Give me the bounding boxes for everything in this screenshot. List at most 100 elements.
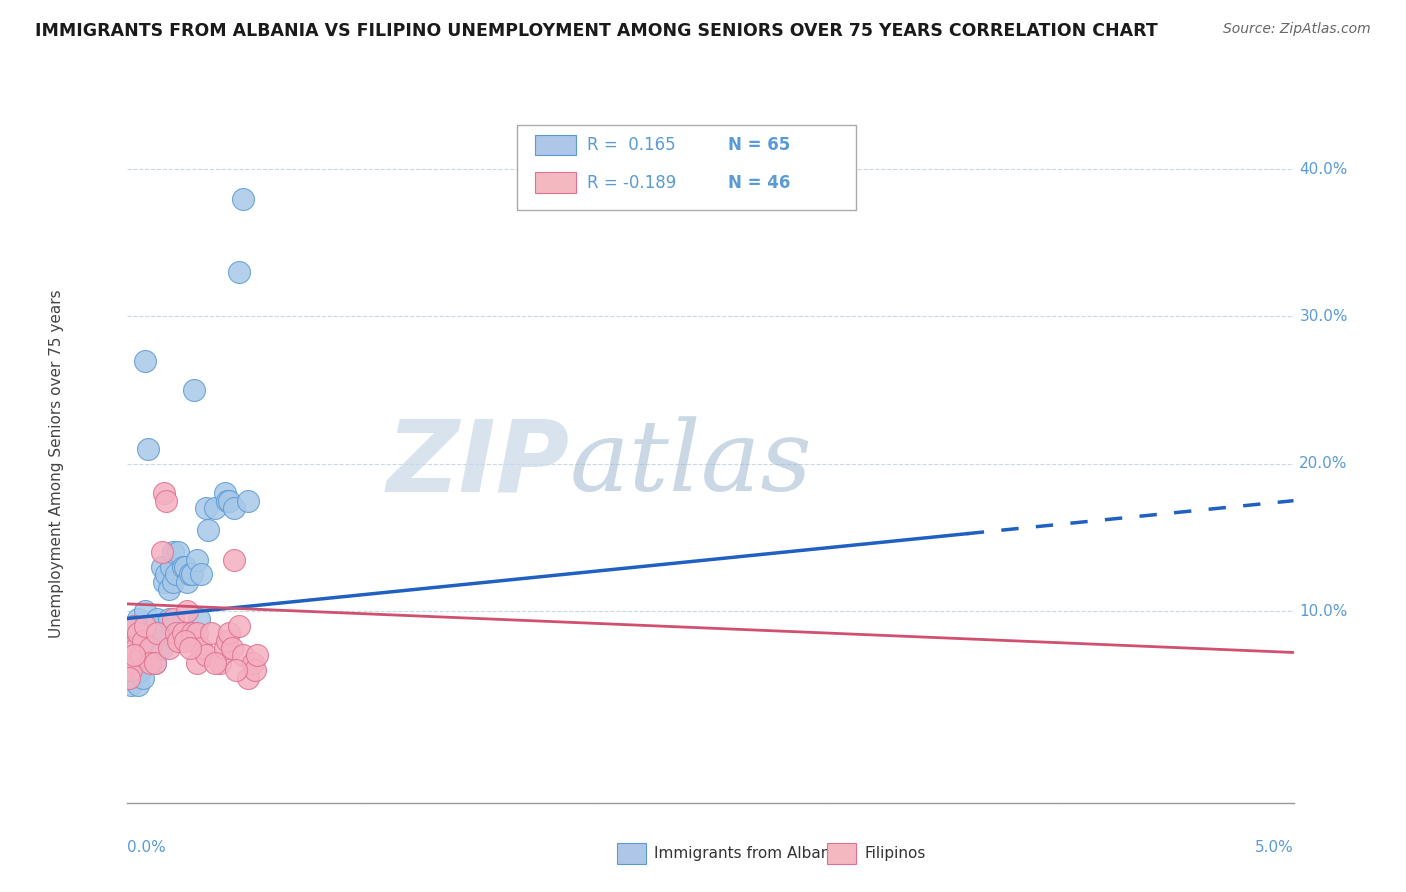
Text: Unemployment Among Seniors over 75 years: Unemployment Among Seniors over 75 years [49, 290, 65, 638]
Text: 30.0%: 30.0% [1299, 309, 1348, 324]
Point [236, 671, 259, 685]
Point [228, 619, 250, 633]
Point [143, 656, 166, 670]
Point [222, 501, 245, 516]
Point [222, 552, 245, 566]
Point [172, 626, 194, 640]
Point [127, 678, 149, 692]
Point [179, 567, 201, 582]
Point [243, 663, 266, 677]
Text: R = -0.189: R = -0.189 [588, 174, 676, 192]
Point [143, 626, 166, 640]
Point [167, 633, 190, 648]
Point [122, 619, 145, 633]
Point [200, 626, 222, 640]
Point [120, 648, 142, 663]
Point [215, 493, 238, 508]
Point [120, 678, 142, 692]
Text: Source: ZipAtlas.com: Source: ZipAtlas.com [1223, 22, 1371, 37]
Point [228, 265, 250, 279]
Point [132, 656, 155, 670]
Text: ZIP: ZIP [387, 416, 569, 512]
Point [122, 656, 145, 670]
Point [155, 567, 177, 582]
Point [129, 648, 152, 663]
Point [167, 545, 190, 559]
Point [134, 353, 156, 368]
Point [127, 641, 149, 656]
Point [186, 656, 208, 670]
Text: 0.0%: 0.0% [127, 840, 166, 855]
Point [129, 648, 152, 663]
Point [129, 633, 152, 648]
Point [157, 641, 180, 656]
Point [143, 656, 166, 670]
Point [125, 641, 148, 656]
Point [134, 648, 156, 663]
Point [146, 626, 169, 640]
Point [122, 648, 145, 663]
Point [174, 560, 197, 574]
Point [214, 641, 236, 656]
Point [118, 641, 141, 656]
Point [194, 648, 217, 663]
Point [236, 493, 259, 508]
Text: 40.0%: 40.0% [1299, 161, 1348, 177]
Bar [827, 844, 856, 863]
Point [118, 656, 141, 670]
Text: atlas: atlas [569, 417, 813, 511]
Point [208, 656, 231, 670]
Point [197, 523, 219, 537]
Point [165, 626, 187, 640]
Point [132, 671, 155, 685]
Point [153, 574, 176, 589]
Point [162, 611, 184, 625]
Point [134, 619, 156, 633]
Point [136, 442, 159, 456]
Point [127, 611, 149, 625]
Point [139, 641, 162, 656]
Point [162, 545, 184, 559]
Point [129, 663, 152, 677]
Point [125, 648, 148, 663]
Point [153, 626, 176, 640]
Point [183, 383, 205, 397]
Point [232, 192, 254, 206]
Point [134, 604, 156, 618]
Point [125, 633, 148, 648]
Text: N = 65: N = 65 [727, 136, 790, 154]
Point [122, 619, 145, 633]
Point [180, 626, 202, 640]
Point [176, 604, 198, 618]
Point [186, 626, 208, 640]
Point [204, 656, 226, 670]
Point [169, 626, 191, 640]
Point [218, 626, 240, 640]
Point [150, 545, 173, 559]
Point [194, 501, 217, 516]
Point [225, 663, 247, 677]
Point [146, 611, 169, 625]
Point [157, 582, 180, 596]
Point [180, 567, 202, 582]
Bar [617, 844, 645, 863]
Bar [534, 172, 576, 193]
Text: N = 46: N = 46 [727, 174, 790, 192]
Point [215, 633, 238, 648]
Point [157, 611, 180, 625]
Point [150, 641, 173, 656]
Point [155, 493, 177, 508]
Point [242, 656, 264, 670]
Point [162, 574, 184, 589]
Point [118, 663, 141, 677]
Text: Filipinos: Filipinos [865, 847, 925, 861]
Point [127, 626, 149, 640]
Bar [534, 135, 576, 155]
Point [136, 626, 159, 640]
Point [120, 671, 142, 685]
Point [165, 567, 187, 582]
Point [148, 626, 170, 640]
Point [190, 641, 212, 656]
Point [176, 574, 198, 589]
Text: 5.0%: 5.0% [1254, 840, 1294, 855]
